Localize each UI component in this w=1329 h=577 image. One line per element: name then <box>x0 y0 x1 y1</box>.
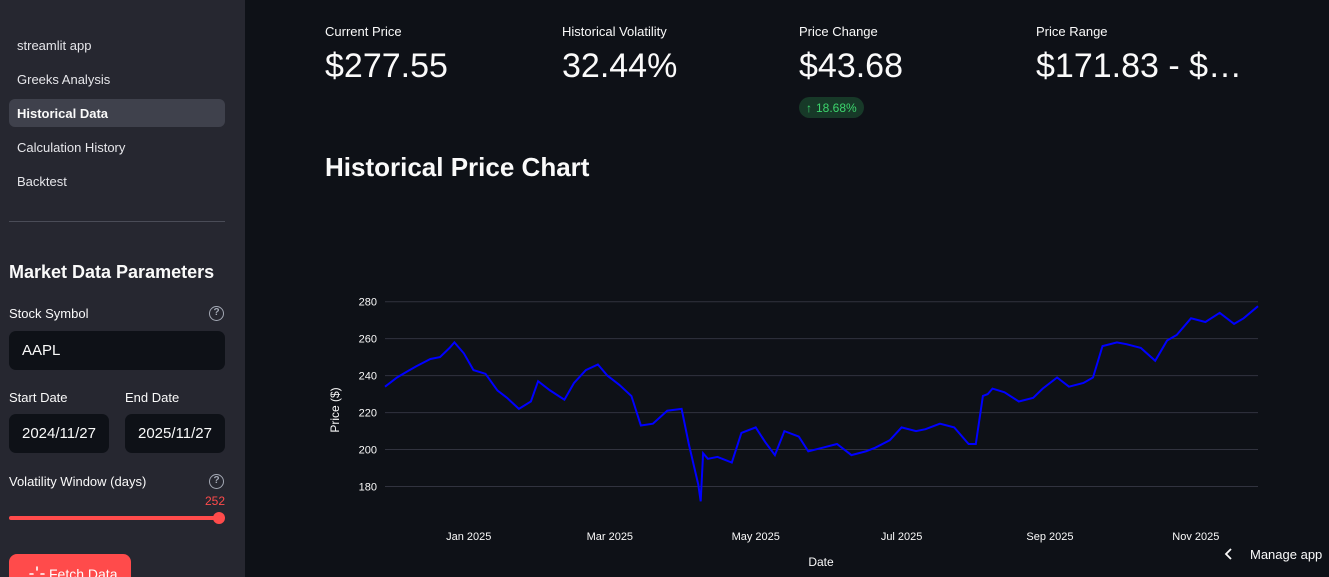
fetch-data-button[interactable]: Fetch Data <box>9 554 131 577</box>
x-tick-label: Mar 2025 <box>587 531 633 543</box>
stock-symbol-label: Stock Symbol <box>9 306 89 321</box>
page-title: Historical Price Chart <box>325 152 590 182</box>
metric-price-range: Price Range $171.83 - $2… <box>1036 24 1256 86</box>
price-chart-svg[interactable]: 180 200 220 240 260 280 Jan 2025 Mar 2025 May 2… <box>318 290 1268 577</box>
volatility-window-slider-thumb[interactable] <box>213 512 225 524</box>
manage-app-button[interactable]: Manage app <box>1222 543 1322 565</box>
sidebar-item-label: Backtest <box>17 173 67 189</box>
spinner-icon <box>29 566 45 575</box>
metric-historical-volatility: Historical Volatility 32.44% <box>562 24 782 86</box>
sidebar-nav: streamlit app Greeks Analysis Historical… <box>9 31 225 201</box>
chevron-left-icon <box>1224 548 1232 560</box>
y-tick-label: 200 <box>359 445 377 457</box>
x-tick-label: May 2025 <box>732 531 780 543</box>
end-date-input[interactable] <box>125 414 225 453</box>
metric-current-price: Current Price $277.55 <box>325 24 545 86</box>
sidebar-item-calculation-history[interactable]: Calculation History <box>9 133 225 161</box>
arrow-up-icon: ↑ <box>806 100 812 115</box>
volatility-window-value: 252 <box>205 494 226 508</box>
metric-price-change: Price Change $43.68 <box>799 24 1019 86</box>
volatility-window-label: Volatility Window (days) <box>9 474 147 489</box>
help-icon[interactable]: ? <box>209 474 224 489</box>
sidebar-item-historical-data[interactable]: Historical Data <box>9 99 225 127</box>
price-change-delta-badge: ↑ 18.68% <box>799 97 864 118</box>
y-tick-label: 280 <box>359 297 377 309</box>
x-tick-label: Sep 2025 <box>1026 531 1073 543</box>
metric-label: Price Change <box>799 24 878 39</box>
y-tick-label: 260 <box>359 334 377 346</box>
sidebar-item-label: Calculation History <box>17 139 126 155</box>
parameters-heading: Market Data Parameters <box>9 262 215 282</box>
manage-app-label: Manage app <box>1250 546 1323 562</box>
metric-value: 32.44% <box>562 47 678 85</box>
metric-value: $43.68 <box>799 47 903 85</box>
metric-value: $277.55 <box>325 47 448 85</box>
price-series-line <box>384 305 1259 502</box>
stock-symbol-input[interactable] <box>9 331 225 370</box>
metric-label: Current Price <box>325 24 402 39</box>
y-tick-label: 180 <box>359 482 377 494</box>
sidebar-item-label: streamlit app <box>17 37 92 53</box>
y-axis-label: Price ($) <box>328 387 342 432</box>
y-tick-label: 220 <box>359 408 377 420</box>
price-chart[interactable]: 180 200 220 240 260 280 Jan 2025 Mar 2025 May 2… <box>318 290 1268 577</box>
sidebar-item-label: Greeks Analysis <box>17 71 111 87</box>
volatility-window-slider-track[interactable] <box>9 516 219 520</box>
x-tick-label: Jan 2025 <box>446 531 491 543</box>
metric-label: Price Range <box>1036 24 1108 39</box>
metric-label: Historical Volatility <box>562 24 667 39</box>
sidebar-item-streamlit-app[interactable]: streamlit app <box>9 31 225 59</box>
sidebar-divider <box>9 221 225 222</box>
x-tick-label: Nov 2025 <box>1172 531 1219 543</box>
x-tick-label: Jul 2025 <box>881 531 923 543</box>
sidebar-item-backtest[interactable]: Backtest <box>9 167 225 195</box>
sidebar-item-greeks-analysis[interactable]: Greeks Analysis <box>9 65 225 93</box>
x-axis-label: Date <box>808 555 834 569</box>
sidebar: streamlit app Greeks Analysis Historical… <box>0 0 245 577</box>
start-date-input[interactable] <box>9 414 109 453</box>
help-icon[interactable]: ? <box>209 306 224 321</box>
y-tick-label: 240 <box>359 371 377 383</box>
delta-value: 18.68% <box>816 100 857 115</box>
metric-value: $171.83 - $2… <box>1036 47 1256 85</box>
fetch-data-label: Fetch Data <box>49 566 118 577</box>
start-date-label: Start Date <box>9 390 68 405</box>
end-date-label: End Date <box>125 390 180 405</box>
sidebar-item-label: Historical Data <box>17 105 109 121</box>
